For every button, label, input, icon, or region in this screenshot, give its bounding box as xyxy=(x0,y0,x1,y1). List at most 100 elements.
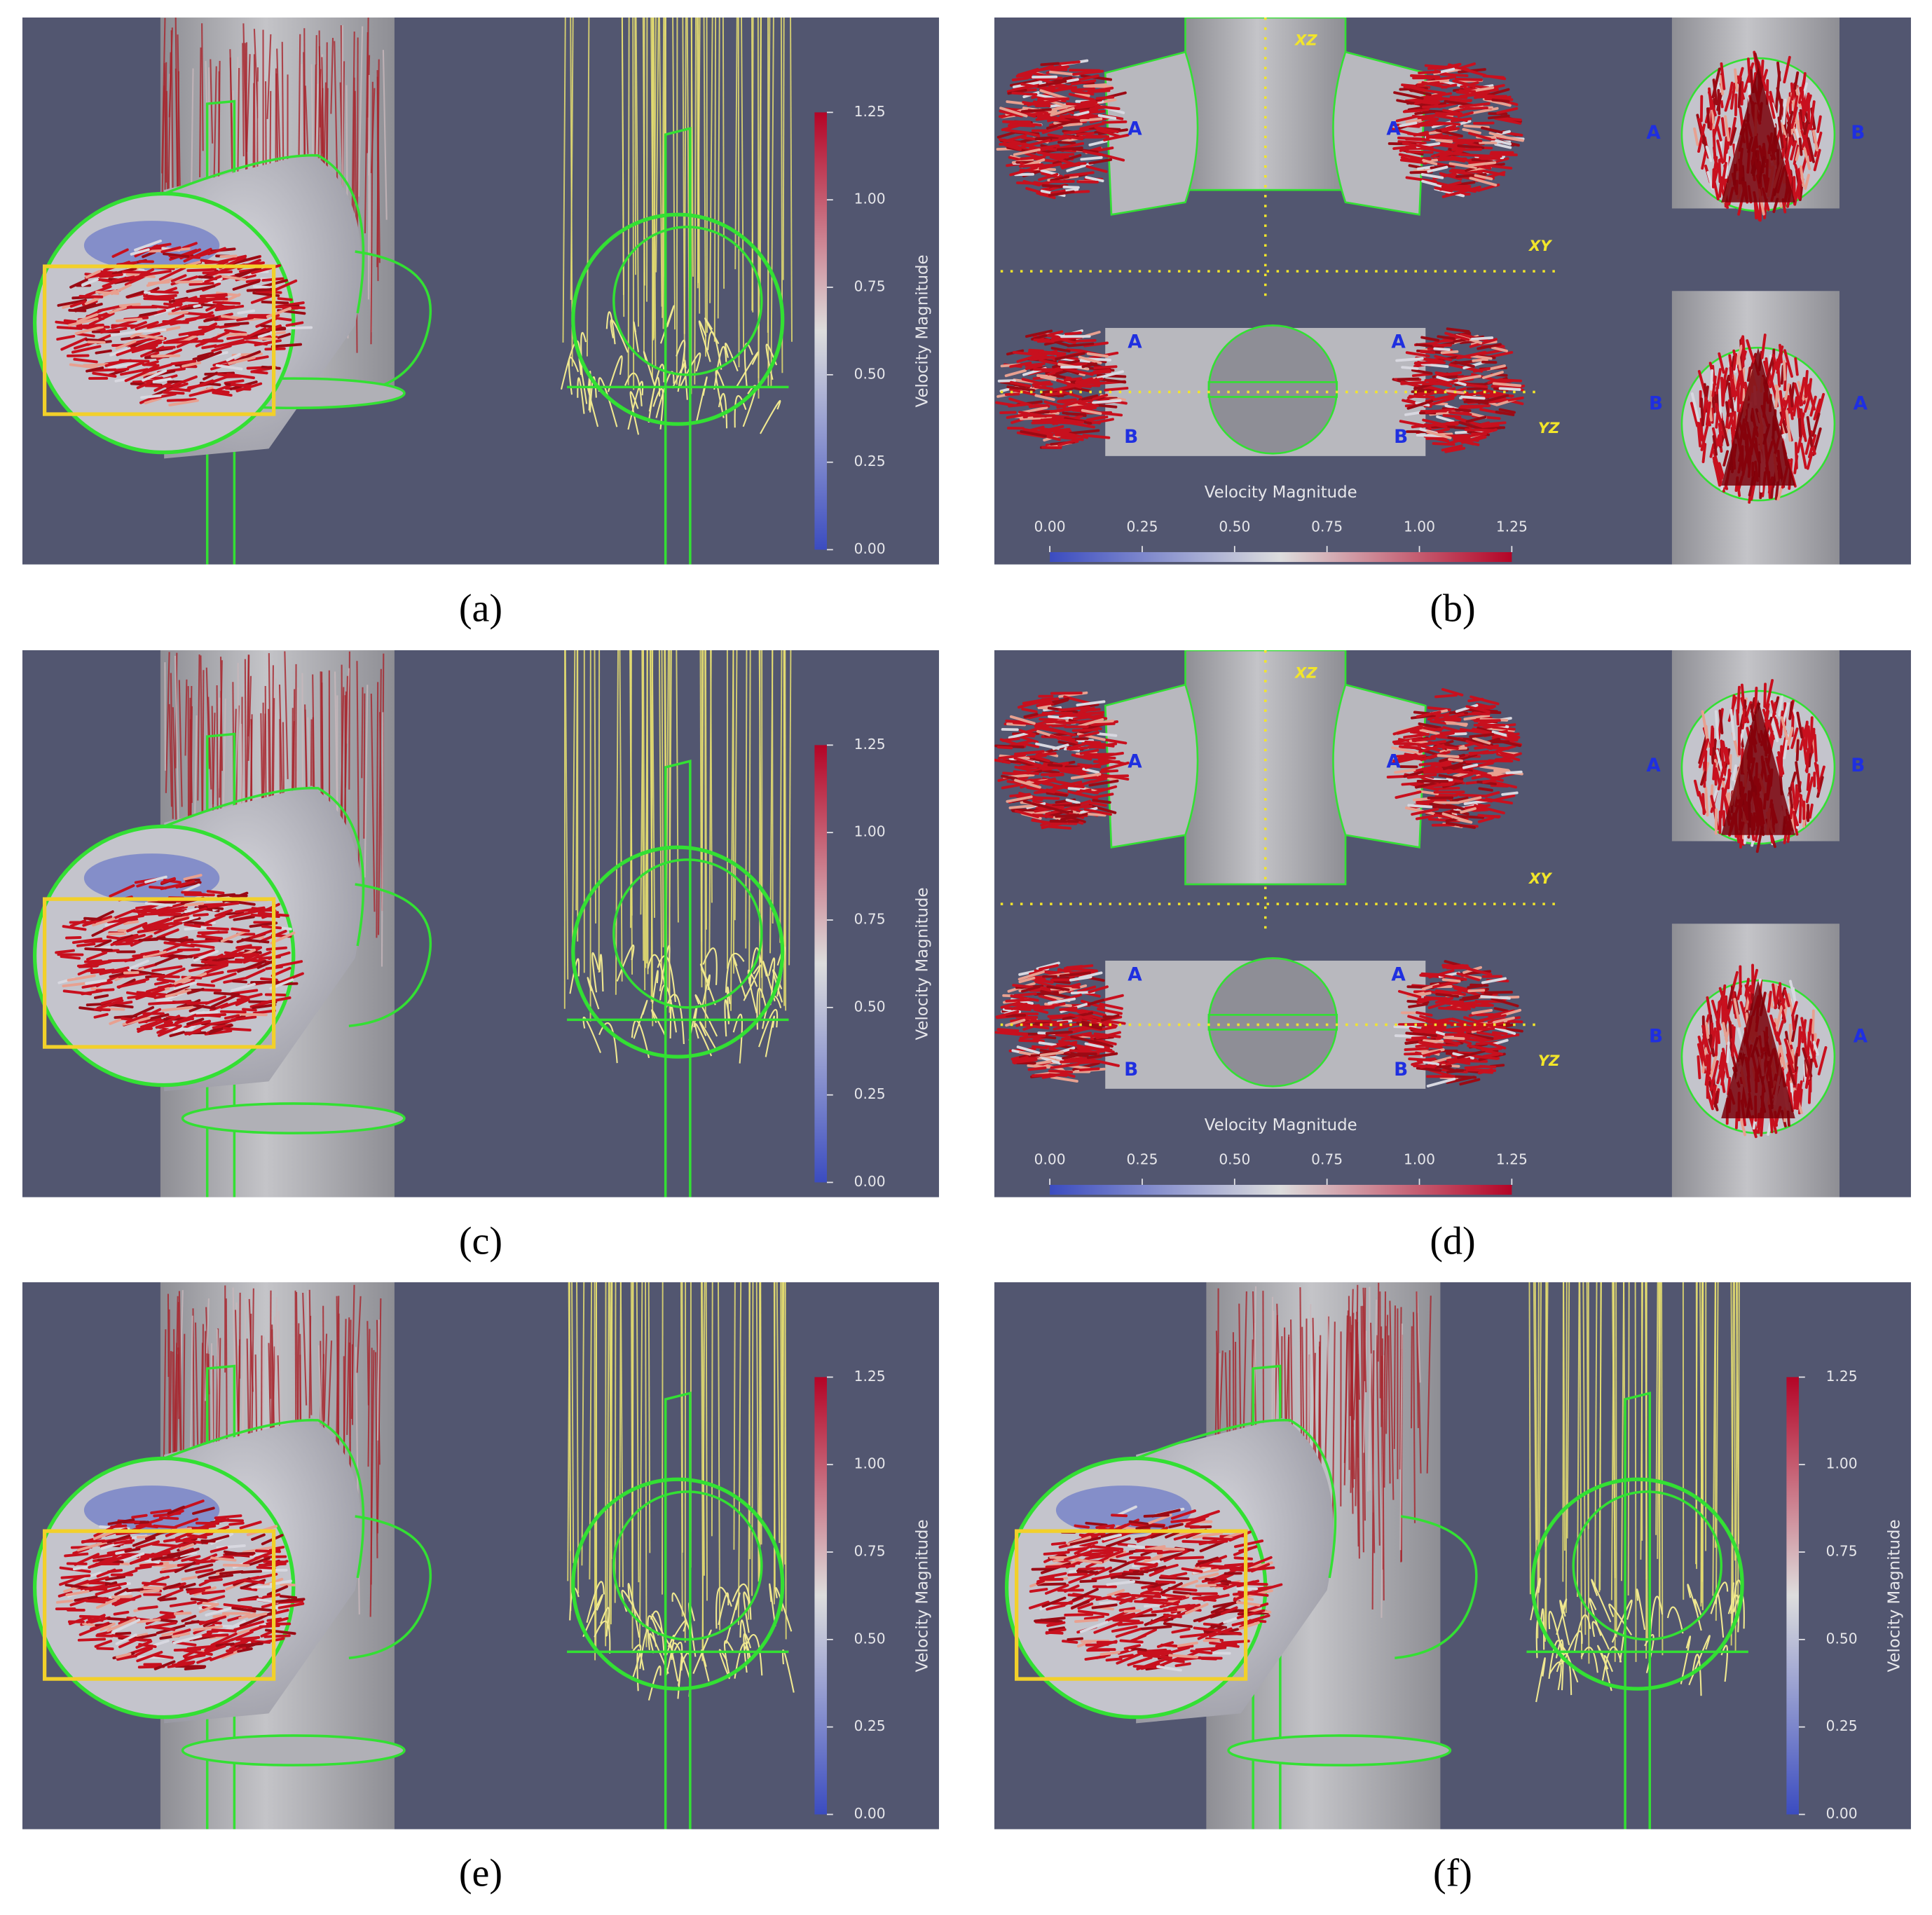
velocity-arrow xyxy=(100,996,123,1005)
velocity-arrow xyxy=(163,939,193,953)
streamline xyxy=(630,1282,633,1592)
velocity-arrow xyxy=(1458,420,1483,431)
velocity-arrow xyxy=(1795,739,1800,762)
velocity-arrow xyxy=(109,347,131,357)
velocity-arrow xyxy=(167,1505,186,1515)
velocity-arrow xyxy=(1397,140,1427,145)
velocity-arrow xyxy=(1075,780,1094,788)
velocity-arrow xyxy=(1442,109,1463,116)
velocity-arrow xyxy=(1803,147,1811,170)
colorbar xyxy=(814,745,827,1183)
velocity-arrow xyxy=(135,1540,160,1550)
velocity-arrow xyxy=(85,1614,106,1624)
velocity-arrow xyxy=(1094,104,1121,111)
velocity-arrow xyxy=(243,1579,265,1584)
vortex xyxy=(677,1655,683,1699)
streak xyxy=(304,704,308,802)
velocity-arrow xyxy=(1096,732,1118,737)
streak xyxy=(376,70,381,263)
streamline xyxy=(748,1282,751,1620)
velocity-arrow xyxy=(1085,83,1107,88)
velocity-arrow xyxy=(114,1539,135,1545)
velocity-arrow xyxy=(1793,176,1796,205)
streak xyxy=(247,675,252,761)
colorbar-tick-label: 0.25 xyxy=(1126,1151,1158,1167)
velocity-arrow xyxy=(125,290,145,298)
velocity-arrow xyxy=(1498,387,1521,391)
velocity-arrow xyxy=(1479,1064,1497,1069)
streak xyxy=(242,23,247,165)
velocity-arrow xyxy=(1418,762,1437,767)
velocity-arrow xyxy=(147,280,170,285)
velocity-arrow xyxy=(1088,377,1104,383)
side-outlet xyxy=(348,1515,432,1659)
velocity-arrow xyxy=(114,367,130,372)
velocity-arrow xyxy=(252,1003,277,1010)
velocity-arrow xyxy=(165,989,192,998)
velocity-arrow xyxy=(236,350,261,362)
velocity-arrow xyxy=(1505,733,1521,739)
velocity-arrow xyxy=(116,1652,132,1659)
velocity-arrow xyxy=(1474,174,1493,181)
velocity-arrow xyxy=(1716,139,1725,164)
velocity-arrow xyxy=(1062,1054,1079,1060)
velocity-arrow xyxy=(1709,1051,1718,1078)
velocity-arrow xyxy=(116,343,147,357)
velocity-arrow xyxy=(1039,162,1062,170)
streamline xyxy=(635,18,640,327)
streak xyxy=(276,48,281,161)
velocity-arrow xyxy=(1725,401,1730,418)
vortex xyxy=(747,969,758,1014)
velocity-arrow xyxy=(1420,172,1444,179)
velocity-arrow xyxy=(231,1606,256,1613)
velocity-arrow xyxy=(1705,145,1713,163)
velocity-arrow xyxy=(1041,1072,1066,1079)
streamline xyxy=(594,650,597,924)
vortex xyxy=(591,952,600,993)
velocity-arrow xyxy=(1482,74,1505,79)
velocity-arrow xyxy=(59,1574,85,1586)
velocity-arrow xyxy=(1765,355,1775,385)
velocity-arrow xyxy=(1057,398,1077,403)
colorbar-tick-label: 0.00 xyxy=(1034,1151,1066,1167)
velocity-arrow xyxy=(1458,89,1477,93)
velocity-arrow xyxy=(1721,740,1729,763)
velocity-arrow xyxy=(1457,111,1474,118)
velocity-arrow xyxy=(93,1013,109,1019)
velocity-arrow xyxy=(1025,329,1053,338)
velocity-arrow xyxy=(131,344,158,354)
velocity-arrow xyxy=(1469,177,1498,187)
velocity-arrow xyxy=(118,914,145,921)
streamline xyxy=(784,650,787,1011)
velocity-arrow xyxy=(188,1023,211,1036)
vortex xyxy=(725,1592,741,1644)
velocity-arrow xyxy=(1793,709,1800,728)
velocity-arrow xyxy=(1404,1052,1424,1056)
velocity-arrow xyxy=(193,1625,223,1632)
velocity-arrow xyxy=(1041,446,1062,449)
velocity-arrow xyxy=(151,965,183,973)
velocity-arrow xyxy=(1432,980,1461,989)
streak xyxy=(240,724,243,809)
pipe xyxy=(1184,18,1347,191)
velocity-arrow xyxy=(1805,776,1814,804)
vortex xyxy=(715,1586,732,1629)
velocity-arrow xyxy=(1063,377,1083,382)
streak xyxy=(1366,1353,1372,1492)
outline-circle xyxy=(612,226,763,376)
velocity-arrow xyxy=(1434,718,1462,722)
velocity-arrow xyxy=(197,350,222,362)
velocity-arrow xyxy=(142,1581,167,1586)
velocity-arrow xyxy=(1465,705,1491,713)
velocity-arrow xyxy=(284,326,313,330)
colorbar-tick-label: 1.00 xyxy=(854,1455,886,1472)
velocity-arrow xyxy=(1729,127,1737,145)
vortex xyxy=(657,955,676,1003)
region-label: XY xyxy=(1528,237,1553,254)
velocity-arrow xyxy=(196,1656,212,1664)
velocity-arrow xyxy=(110,330,140,337)
velocity-arrow xyxy=(263,1634,291,1638)
velocity-arrow xyxy=(135,1647,153,1656)
velocity-arrow xyxy=(1458,796,1482,804)
